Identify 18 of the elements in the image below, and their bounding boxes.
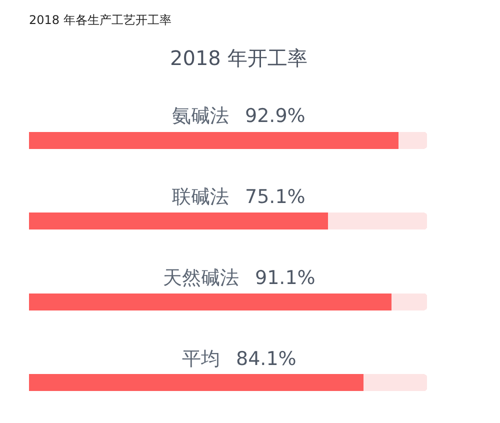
bar	[364, 374, 427, 392]
bar	[328, 212, 427, 230]
y-tick-label: 平均	[182, 348, 220, 370]
y-tick-label: 氨碱法	[172, 105, 229, 127]
chart-title: 2018 年各生产工艺开工率	[29, 13, 172, 28]
bar	[29, 293, 392, 310]
bar	[29, 212, 328, 230]
bar	[392, 293, 427, 310]
bar	[398, 132, 427, 149]
bar	[29, 374, 364, 392]
data-label: 91.1%	[255, 267, 316, 289]
data-label: 84.1%	[236, 348, 296, 370]
y-tick-label: 联碱法	[172, 186, 229, 208]
bar	[29, 132, 399, 149]
chart-subtitle: 2018 年开工率	[170, 46, 308, 70]
data-label: 92.9%	[245, 105, 306, 127]
y-tick-label: 天然碱法	[163, 267, 239, 289]
data-label: 75.1%	[245, 186, 306, 208]
